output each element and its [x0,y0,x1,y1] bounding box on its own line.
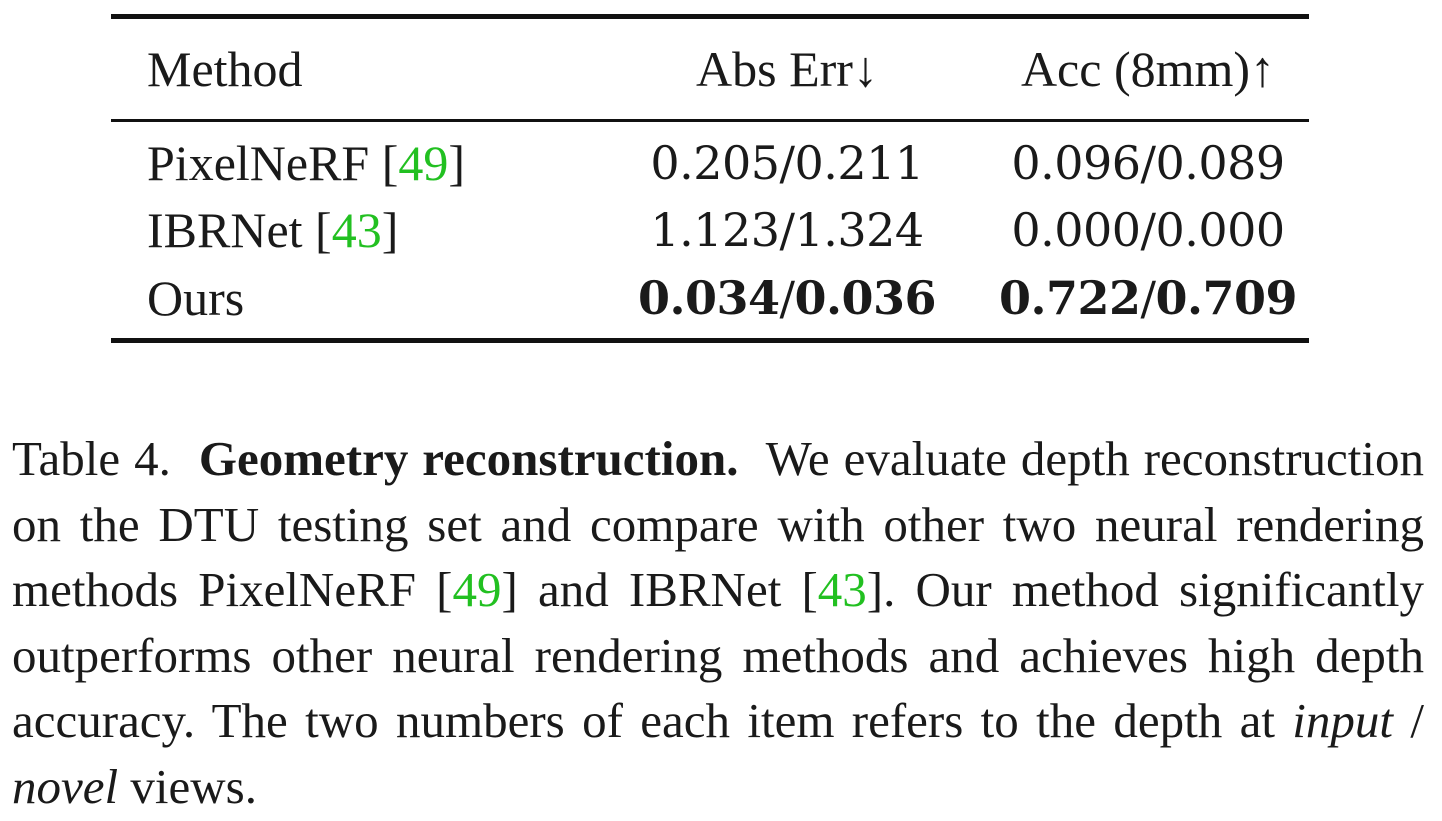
table-row: PixelNeRF [49] 0.205/0.211 0.096/0.089 [111,122,1309,194]
citation-link[interactable]: 49 [452,562,502,617]
bracket-close: ] [448,135,466,191]
top-rule [111,14,1309,19]
best-value: 0.709 [1155,271,1298,325]
acc-cell: 0.722/0.709 [987,266,1309,338]
header-row: Method Abs Err↓ Acc (8mm)↑ [111,19,1309,119]
table-row: IBRNet [43] 1.123/1.324 0.000/0.000 [111,194,1309,266]
results-table: Method Abs Err↓ Acc (8mm)↑ PixelNeRF [49… [111,19,1309,338]
acc-cell: 0.096/0.089 [1011,136,1285,190]
header-rule [111,119,1309,122]
caption-separator: / [1393,693,1424,748]
value-separator: / [1140,271,1157,325]
method-name: PixelNeRF [ [147,135,399,191]
method-name: IBRNet [ [147,202,332,258]
caption-text: ] and IBRNet [ [501,562,818,617]
table-caption: Table 4. Geometry reconstruction. We eva… [12,426,1424,819]
citation-link[interactable]: 43 [817,562,867,617]
table-row: Ours 0.034/0.036 0.722/0.709 [111,266,1309,338]
best-value: 0.722 [998,271,1141,325]
citation-link[interactable]: 49 [398,135,449,191]
header-abs-err: Abs Err↓ [696,41,878,97]
abs-err-cell: 0.205/0.211 [650,136,924,190]
caption-text: views. [118,758,257,814]
abs-err-cell: 0.034/0.036 [587,266,987,338]
value-separator: / [779,271,796,325]
best-value: 0.034 [637,271,780,325]
method-cell: PixelNeRF [49] [111,122,587,194]
abs-err-cell: 1.123/1.324 [650,203,924,257]
caption-title: Geometry reconstruction. [198,431,739,486]
caption-emphasis: novel [12,758,119,814]
header-acc: Acc (8mm)↑ [1020,41,1276,97]
caption-text: We evaluate depth reconstruction on the … [12,431,1424,617]
acc-cell: 0.000/0.000 [1011,203,1285,257]
best-value: 0.036 [794,271,937,325]
bracket-close: ] [381,202,399,258]
method-cell: IBRNet [43] [111,194,587,266]
caption-text: ]. Our method significantly outperforms … [12,562,1424,748]
method-cell: Ours [147,270,245,326]
bottom-rule [111,338,1309,343]
citation-link[interactable]: 43 [331,202,382,258]
caption-label: Table 4. [12,431,171,486]
header-method: Method [147,41,303,97]
caption-emphasis: input [1292,693,1394,748]
results-table-container: Method Abs Err↓ Acc (8mm)↑ PixelNeRF [49… [111,14,1309,343]
